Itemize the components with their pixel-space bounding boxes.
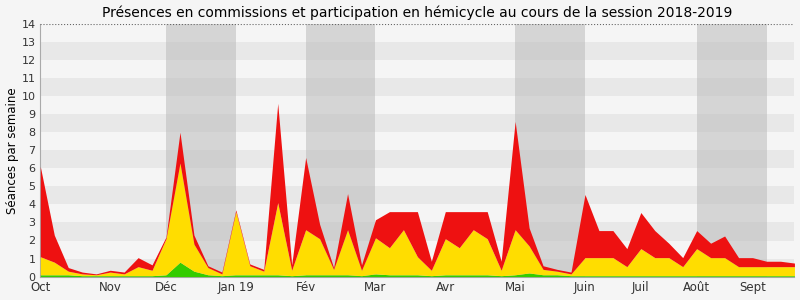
Bar [40,132,794,150]
Bar [40,78,794,96]
Bar [40,60,794,78]
Bar [40,241,794,259]
Bar [697,24,766,277]
Bar [40,24,794,42]
Bar [40,186,794,204]
Bar [40,114,794,132]
Bar [40,204,794,223]
Bar [40,42,794,60]
Bar [40,150,794,168]
Bar [166,24,236,277]
Bar [40,223,794,241]
Bar [306,24,375,277]
Bar [40,168,794,186]
Bar [40,96,794,114]
Bar [515,24,585,277]
Y-axis label: Séances par semaine: Séances par semaine [6,87,18,214]
Bar [40,259,794,277]
Title: Présences en commissions et participation en hémicycle au cours de la session 20: Présences en commissions et participatio… [102,6,733,20]
